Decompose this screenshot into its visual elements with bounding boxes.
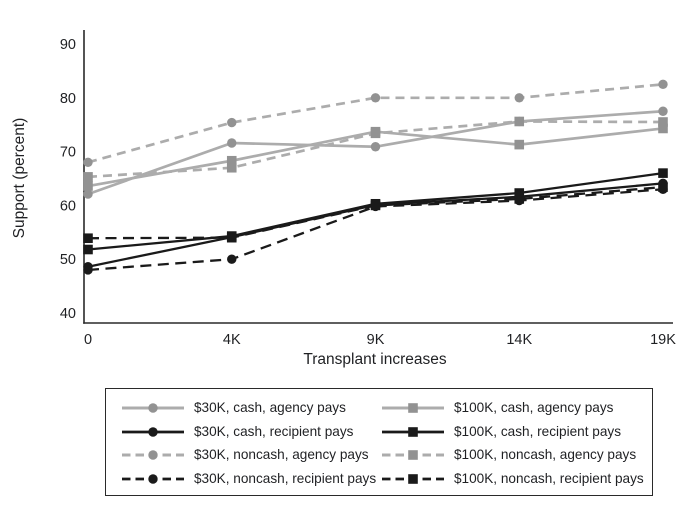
y-tick-label: 80 [60,91,76,107]
data-point-square [658,168,668,178]
data-point-square [658,123,668,134]
legend-sample-30k-noncash-agency-icon [122,450,184,461]
data-point-square [83,233,93,244]
data-point-square [514,116,525,127]
data-point-square [83,181,93,191]
data-point-square [514,188,525,198]
series-line [87,188,664,272]
legend-item: $30K, cash, agency pays [121,399,381,415]
y-tick-label: 50 [60,252,76,268]
legend-item: $30K, noncash, recipient pays [121,472,381,486]
axes [83,30,673,324]
legend-label: $30K, noncash, agency pays [194,447,369,463]
x-axis-title: Transplant increases [303,351,447,368]
legend-sample-100k-cash-recipient-icon [382,426,444,437]
data-point-square [514,194,525,204]
x-axis-tick-labels: 0 4K 9K 14K 19K [84,332,676,348]
legend-item: $30K, cash, recipient pays [121,423,381,439]
legend-sample-100k-cash-agency-icon [382,403,444,413]
data-point-circle [83,189,93,199]
data-point-square [226,232,237,243]
data-point-circle [227,254,237,264]
y-tick-label: 60 [60,198,76,214]
series-line [87,83,664,164]
x-tick-label: 0 [84,332,92,348]
series-lines [87,83,664,272]
x-tick-label: 4K [223,332,241,348]
data-point-square [226,155,237,166]
legend-sample-100k-noncash-agency-icon [382,450,444,461]
legend-item: $30K, noncash, agency pays [121,448,381,462]
series-line [87,185,664,240]
data-point-circle [514,93,524,103]
legend-sample-30k-noncash-recipient-icon [122,474,184,484]
data-point-square [514,139,525,150]
data-point-circle [658,79,668,90]
legend-item: $100K, noncash, agency pays [381,448,652,462]
legend-item: $100K, noncash, recipient pays [381,472,652,486]
support-line-chart: 90 80 70 60 50 40 0 4K 9K 14K 19K Support (percent)… [11,30,676,368]
legend-sample-100k-noncash-recipient-icon [382,474,444,485]
legend-label: $30K, noncash, recipient pays [194,471,377,487]
legend-item: $100K, cash, agency pays [381,399,652,415]
legend-label: $100K, noncash, recipient pays [454,471,644,487]
data-point-square [370,200,381,211]
y-axis-title: Support (percent) [11,118,28,239]
data-point-circle [658,106,668,116]
legend-sample-30k-cash-agency-icon [122,403,184,413]
legend-label: $100K, cash, agency pays [454,399,614,415]
series-line [87,109,664,196]
data-point-square [658,182,668,192]
y-tick-label: 70 [60,145,76,161]
x-tick-label: 9K [367,332,385,348]
data-point-circle [227,138,237,148]
series-markers [83,79,668,275]
series-line [87,171,664,251]
data-point-circle [83,265,93,275]
chart-legend: $30K, cash, agency pays $100K, cash, age… [105,388,653,496]
legend-label: $30K, cash, recipient pays [194,423,354,439]
x-tick-label: 19K [650,332,676,348]
y-tick-label: 40 [60,306,76,322]
legend-label: $100K, noncash, agency pays [454,447,637,463]
legend-sample-30k-cash-recipient-icon [122,426,184,437]
y-tick-label: 90 [60,37,76,53]
x-tick-label: 14K [506,332,532,348]
data-point-circle [227,117,237,128]
data-point-square [370,128,381,139]
data-point-circle [83,157,93,168]
data-point-circle [370,142,381,152]
legend-label: $30K, cash, agency pays [194,399,346,415]
data-point-circle [370,93,381,103]
data-point-square [226,162,237,173]
data-point-square [83,172,93,182]
legend-item: $100K, cash, recipient pays [381,423,652,439]
legend-label: $100K, cash, recipient pays [454,423,622,439]
y-axis-tick-labels: 90 80 70 60 50 40 [60,37,76,322]
data-point-square [658,117,668,127]
data-point-square [83,244,93,255]
